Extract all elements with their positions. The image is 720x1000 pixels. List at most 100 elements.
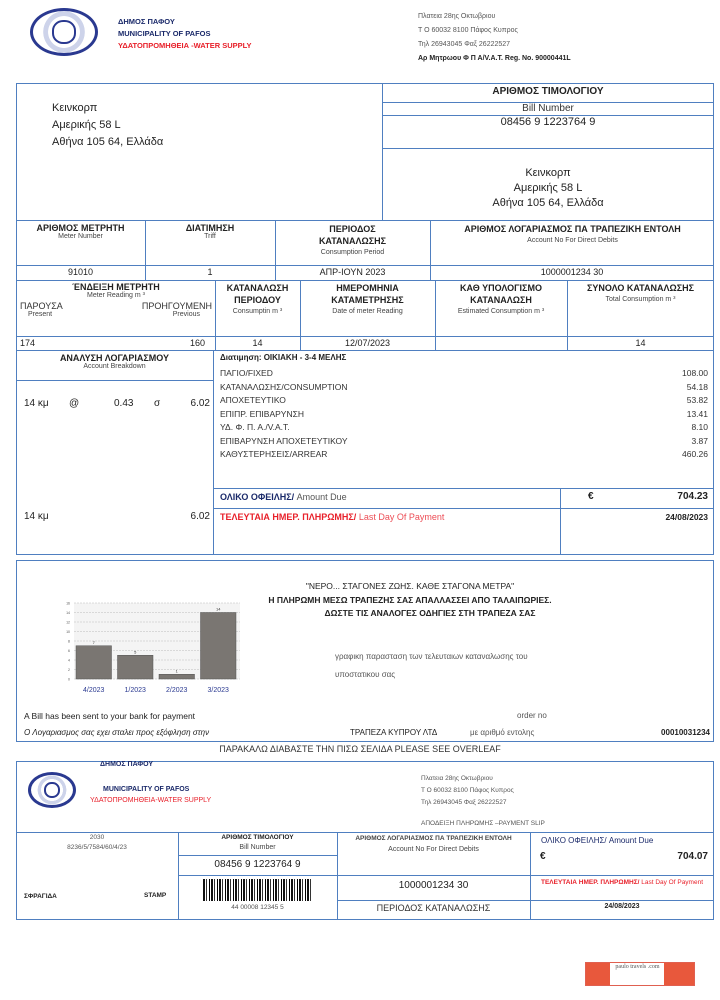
header-address: Πλατεια 28ης Οκτωβριου Τ Ο 60032 8100 Πά… xyxy=(418,10,571,66)
barcode xyxy=(203,879,311,901)
slip-title: ΑΠΟΔΕΙΞΗ ΠΛΗΡΩΜΗΣ –PAYMENT SLIP xyxy=(421,820,545,827)
address-line: Τηλ 26943045 Φαξ 26222527 xyxy=(418,41,511,48)
bill-number-label-en: Bill Number xyxy=(522,103,574,114)
address-line: Τ Ο 60032 8100 Πάφος Κυπρος xyxy=(418,27,518,34)
chart-bar xyxy=(117,655,154,680)
present-reading: 174 xyxy=(20,338,36,348)
total-consumption-header: ΣΥΝΟΛΟ ΚΑΤΑΝΑΛΩΣΗΣ Total Consumption m ³ xyxy=(586,283,695,303)
overleaf-note: ΠΑΡΑΚΑΛΩ ΔΙΑΒΑΣΤΕ ΤΗΝ ΠΙΣΩ ΣΕΛΙΔΑ PLEASE… xyxy=(219,744,501,754)
customer-address-window: Κεινκορπ Αμερικής 58 L Αθήνα 105 64, Ελλ… xyxy=(382,166,714,211)
last-day-value: 24/08/2023 xyxy=(665,512,708,522)
charge-amount: 53.82 xyxy=(686,395,708,405)
breakdown-header: ΑΝΑΛΥΣΗ ΛΟΓΑΡΙΑΣΜΟΥ Account Breakdown xyxy=(59,353,170,370)
municipality-logo xyxy=(28,772,76,808)
tariff-value: 1 xyxy=(207,267,213,277)
bank-message-2: ΔΩΣΤΕ ΤΙΣ ΑΝΑΛΟΓΕΣ ΟΔΗΓΙΕΣ ΣΤΗ ΤΡΑΠΕΖΑ Σ… xyxy=(324,608,536,618)
y-tick-label: 16 xyxy=(66,602,70,606)
meter-reading-header: ΈΝΔΕΙΞΗ ΜΕΤΡΗΤΗ Meter Reading m ³ ΠΑΡΟΥΣ… xyxy=(20,282,212,318)
address-line: Πλατεια 28ης Οκτωβριου xyxy=(418,13,496,20)
charge-amount: 108.00 xyxy=(682,368,708,378)
charge-label: ΑΠΟΧΕΤΕΥΤΙΚΟ xyxy=(220,395,286,405)
currency-symbol: € xyxy=(588,491,594,502)
charge-amount: 460.26 xyxy=(682,449,708,459)
customer-city: Αθήνα 105 64, Ελλάδα xyxy=(52,136,164,148)
period-consumption-header: ΚΑΤΑΝΑΛΩΣΗ ΠΕΡΙΟΔΟΥ Consumptin m ³ xyxy=(226,283,289,315)
slip-last-day-value: 24/08/2023 xyxy=(604,903,640,910)
messages: "ΝΕΡΟ... ΣΤΑΓΟΝΕΣ ΖΩΗΣ. ΚΑΘΕ ΣΤΑΓΟΝΑ ΜΕΤ… xyxy=(200,580,620,621)
charge-row: ΕΠΙΠΡ. ΕΠΙΒΑΡΥΝΣΗ 13.41 xyxy=(220,408,708,422)
tariff-title: Διατιμηση: ΟΙΚΙΑΚΗ - 3-4 ΜΕΛΗΣ xyxy=(220,353,347,362)
watermark-text: paulo travels .com xyxy=(615,964,660,970)
charge-amount: 54.18 xyxy=(686,381,708,392)
consumption-chart: 0 2 4 6 8 10 12 14 16 7 4/2023 5 1/2023 1 2/2023 14 3/20… xyxy=(66,602,240,694)
charge-label: ΕΠΙΠΡ. ΕΠΙΒΑΡΥΝΣΗ xyxy=(220,408,304,419)
total-consumption-value: 14 xyxy=(635,338,646,348)
payment-slip xyxy=(16,761,714,920)
slip-bill-label: ΑΡΙΘΜΟΣ ΤΙΜΟΛΟΓΙΟΥ Bill Number xyxy=(221,834,294,851)
bar-data-label: 5 xyxy=(134,649,137,654)
x-tick-label: 3/2023 xyxy=(208,687,230,694)
charge-row: ΚΑΤΑΝΑΛΩΣΗΣ/CONSUMPTION 54.18 xyxy=(220,381,708,395)
header-org: ΔΗΜΟΣ ΠΑΦΟΥ MUNICIPALITY OF PAFOS ΥΔΑΤΟΠ… xyxy=(118,16,252,52)
stamp-label-en: STAMP xyxy=(144,892,167,899)
charge-amount: 8.10 xyxy=(691,422,708,432)
slip-account-label: ΑΡΙΘΜΟΣ ΛΟΓΑΡΙΑΣΜΟΣ ΠΑ ΤΡΑΠΕΖΙΚΗ ΕΝΤΟΛΗ A… xyxy=(355,835,512,853)
bank-message-1: Η ΠΛΗΡΩΜΗ ΜΕΣΩ ΤΡΑΠΕΖΗΣ ΣΑΣ ΑΠΑΛΛΑΣΣΕΙ Α… xyxy=(268,594,552,605)
y-tick-label: 14 xyxy=(66,611,70,615)
chart-bar xyxy=(75,645,112,680)
slip-currency: € xyxy=(540,851,546,862)
charges-list: ΠΑΓΙΟ/FIXED 108.00 ΚΑΤΑΝΑΛΩΣΗΣ/CONSUMPTION… xyxy=(220,367,708,462)
charge-label: ΠΑΓΙΟ/FIXED xyxy=(220,368,273,378)
previous-reading: 160 xyxy=(190,338,206,348)
period-consumption-value: 14 xyxy=(252,338,263,348)
bill-main xyxy=(16,83,714,555)
slip-municipality-gr: ΔΗΜΟΣ ΠΑΦΟΥ xyxy=(100,761,154,768)
y-tick-label: 6 xyxy=(68,649,70,653)
slip-last-day-label: ΤΕΛΕΥΤΑΙΑ ΗΜΕΡ. ΠΛΗΡΩΜΗΣ/ Last Day Of Pa… xyxy=(540,879,704,886)
slip-amount-value: 704.07 xyxy=(677,851,708,862)
slip-municipality-en: MUNICIPALITY OF PAFOS xyxy=(103,786,190,793)
y-tick-label: 10 xyxy=(66,630,70,634)
charge-row: ΠΑΓΙΟ/FIXED 108.00 xyxy=(220,367,708,381)
slip-address: Πλατεια 28ης Οκτωβριου Τ Ο 60032 8100 Πάφ… xyxy=(421,775,514,806)
bank-name: ΤΡΑΠΕΖΑ ΚΥΠΡΟΥ ΛΤΔ xyxy=(350,728,438,737)
barcode-text: 44 00008 12345 5 xyxy=(231,904,284,911)
charge-row: ΚΑΘΥΣΤΕΡΗΣΕΙΣ/ARREAR 460.26 xyxy=(220,448,708,462)
customer-address: Κεινκορπ Αμερικής 58 L Αθήνα 105 64, Ελλ… xyxy=(52,100,163,151)
order-label-gr: με αριθμό εντολης xyxy=(470,728,535,737)
slip-reference: 2030 8236/5/7584/60/4/23 xyxy=(67,834,127,851)
order-no-label: order no xyxy=(517,711,547,720)
period-header: ΠΕΡΙΟΔΟΣ ΚΑΤΑΝΑΛΩΣΗΣ Consumption Period xyxy=(318,224,387,256)
reading-date-header: ΗΜΕΡΟΜΗΝΙΑ ΚΑΤΑΜΕΤΡΗΣΗΣ Date of meter Rea… xyxy=(331,283,404,315)
chart-bar xyxy=(158,674,195,680)
bar-data-label: 7 xyxy=(93,640,96,645)
charge-row: ΑΠΟΧΕΤΕΥΤΙΚΟ 53.82 xyxy=(220,394,708,408)
charge-amount: 3.87 xyxy=(691,435,708,446)
bill-number-value: 08456 9 1223764 9 xyxy=(500,116,596,128)
order-value: 00010031234 xyxy=(661,728,710,737)
stamp-label-gr: ΣΦΡΑΓΙΔΑ xyxy=(24,893,57,900)
slogan: "ΝΕΡΟ... ΣΤΑΓΟΝΕΣ ΖΩΗΣ. ΚΑΘΕ ΣΤΑΓΟΝΑ ΜΕΤ… xyxy=(305,581,515,591)
charge-amount: 13.41 xyxy=(686,408,708,419)
bar-data-label: 1 xyxy=(176,668,179,673)
slip-amount-label: ΟΛΙΚΟ ΟΦΕΙΛΗΣ/ Amount Due xyxy=(541,836,654,845)
chart-caption: γραφικη παρασταση των τελευταιων καταναλ… xyxy=(335,652,528,679)
meter-number-value: 91010 xyxy=(67,267,94,277)
x-tick-label: 2/2023 xyxy=(166,687,188,694)
charge-label: ΚΑΤΑΝΑΛΩΣΗΣ/CONSUMPTION xyxy=(220,381,348,392)
customer-name: Κεινκορπ xyxy=(52,102,98,114)
charge-label: ΚΑΘΥΣΤΕΡΗΣΕΙΣ/ARREAR xyxy=(220,449,328,459)
y-tick-label: 12 xyxy=(66,621,70,625)
y-tick-label: 4 xyxy=(68,659,70,663)
charge-row: ΥΔ. Φ. Π. Α./V.A.T. 8.10 xyxy=(220,421,708,435)
vat-reg: Αρ Μητρωου Φ Π Α/V.A.T. Reg. No. 9000044… xyxy=(418,55,571,62)
bill-number-label: ΑΡΙΘΜΟΣ ΤΙΜΟΛΟΓΙΟΥ xyxy=(492,86,604,97)
slip-period-label: ΠΕΡΙΟΔΟΣ ΚΑΤΑΝΑΛΩΣΗΣ xyxy=(376,903,491,913)
amount-due-value: 704.23 xyxy=(677,491,708,502)
customer-city: Αθήνα 105 64, Ελλάδα xyxy=(492,197,604,209)
charge-label: ΥΔ. Φ. Π. Α./V.A.T. xyxy=(220,422,290,432)
bank-sent-en: A Bill has been sent to your bank for pa… xyxy=(24,711,196,721)
message-box xyxy=(16,560,714,742)
y-tick-label: 2 xyxy=(68,668,70,672)
meter-number-header: ΑΡΙΘΜΟΣ ΜΕΤΡΗΤΗ Meter Number xyxy=(36,223,125,240)
